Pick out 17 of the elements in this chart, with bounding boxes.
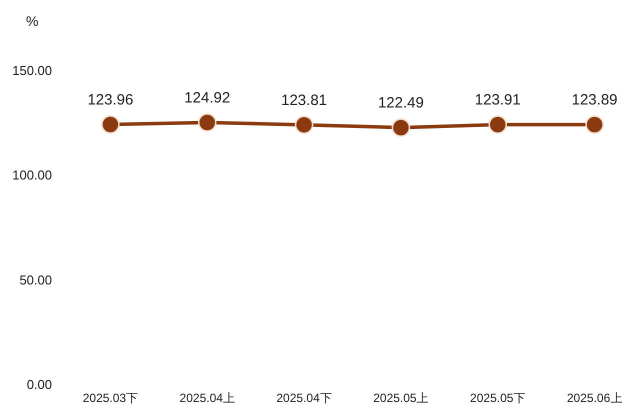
x-tick-label: 2025.06上 [566,391,622,405]
y-tick-label: 100.00 [12,168,52,183]
x-tick-label: 2025.05下 [470,391,526,405]
y-axis-title: % [26,13,38,29]
data-label: 124.92 [184,90,230,106]
y-tick-label: 50.00 [19,272,52,288]
x-tick-label: 2025.04下 [276,391,332,405]
x-tick-label: 2025.05上 [373,391,429,405]
data-label: 122.49 [378,94,424,112]
x-tick-label: 2025.03下 [82,391,138,405]
data-label: 123.89 [572,92,618,109]
x-tick-label: 2025.04上 [180,391,235,405]
y-tick-label: 0.00 [26,377,52,392]
data-label: 123.81 [281,92,328,109]
y-tick-label: 150.00 [12,63,52,78]
data-label: 123.96 [87,92,134,109]
data-label: 123.91 [474,92,521,109]
